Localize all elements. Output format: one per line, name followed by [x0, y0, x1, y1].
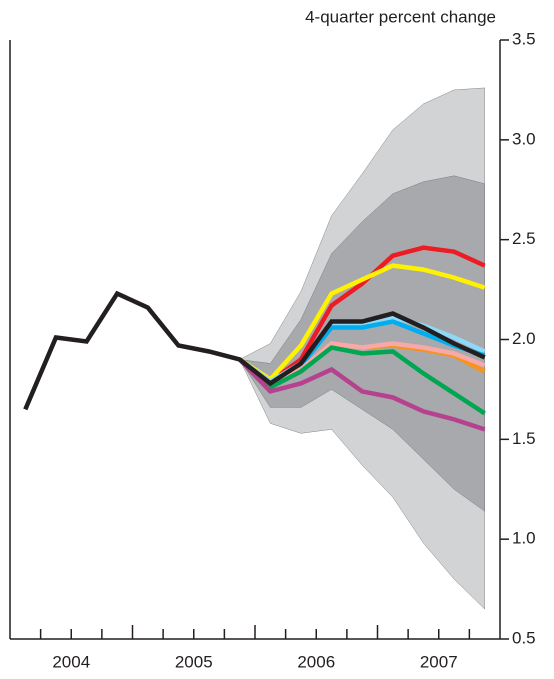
series-line [238, 345, 486, 416]
fan-band [239, 175, 485, 512]
x-tick-label: 2005 [175, 652, 213, 671]
y-tick-label: 3.5 [512, 29, 536, 48]
y-tick-label: 3.0 [512, 129, 536, 148]
y-tick-label: 1.0 [512, 529, 536, 548]
x-tick-label: 2007 [420, 652, 458, 671]
y-tick-label: 2.5 [512, 229, 536, 248]
x-tick-label: 2004 [52, 652, 90, 671]
y-tick-label: 1.5 [512, 429, 536, 448]
series-line [23, 290, 486, 411]
y-tick-label: 0.5 [512, 628, 536, 647]
series-line [238, 263, 486, 383]
x-tick-label: 2006 [297, 652, 335, 671]
series-line [238, 357, 486, 432]
y-axis-title: 4-quarter percent change [305, 7, 496, 26]
y-tick-label: 2.0 [512, 329, 536, 348]
